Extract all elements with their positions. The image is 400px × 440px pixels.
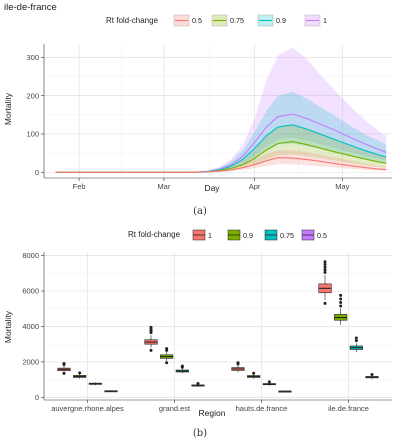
outlier-point xyxy=(78,371,82,375)
outlier-point xyxy=(354,336,358,340)
ci-band-1 xyxy=(55,47,387,173)
panel-b-legend: 1 0.9 0.75 0.5 xyxy=(192,229,327,241)
boxplot-ile.de.france-0.9 xyxy=(334,293,348,325)
panel-a-title: ile-de-france xyxy=(4,2,57,13)
outlier-point xyxy=(323,301,327,305)
panel-b-caption: (b) xyxy=(193,428,207,439)
outlier-point xyxy=(62,371,66,375)
outlier-point xyxy=(339,304,343,308)
outlier-point xyxy=(236,361,240,365)
boxplot-grand.est-0.5 xyxy=(191,382,205,387)
outlier-point xyxy=(149,348,153,352)
y-tick-label: 0 xyxy=(35,168,39,177)
legend-label-1: 1 xyxy=(323,16,327,25)
panel-b-axes: 0 2000 4000 6000 8000 auvergne.rhone.alpes gra… xyxy=(22,251,392,413)
panel-b-legend-title: Rt fold-change xyxy=(128,230,181,239)
panel-a-axes: 0 100 200 300 Feb Mar Apr May xyxy=(26,44,392,191)
panel-a-legend: 0.5 0.75 0.9 1 xyxy=(173,14,327,27)
panel-a-grid xyxy=(44,44,392,178)
boxplot-grand.est-0.9 xyxy=(160,347,174,365)
outlier-point xyxy=(267,380,271,384)
panel-a-x-label: Day xyxy=(204,183,220,193)
y-tick-label: 2000 xyxy=(22,357,39,366)
x-tick-label: Mar xyxy=(157,182,170,191)
outlier-point xyxy=(323,260,327,264)
x-tick-label: ile.de.france xyxy=(328,404,369,413)
outlier-point xyxy=(323,262,327,266)
panel-b: Rt fold-change 1 0.9 0.75 0.5 0 2000 4000 6000… xyxy=(3,229,392,439)
outlier-point xyxy=(180,364,184,368)
y-tick-label: 200 xyxy=(26,91,39,100)
boxplot-auvergne.rhone.alpes-1 xyxy=(57,362,71,375)
ci-band-0.75 xyxy=(55,124,387,173)
boxplot-grand.est-1 xyxy=(144,325,158,352)
outlier-point xyxy=(252,371,256,375)
outlier-point xyxy=(323,270,327,274)
outlier-point xyxy=(323,268,327,272)
outlier-point xyxy=(62,362,66,366)
y-tick-label: 0 xyxy=(35,393,39,402)
series-line-0.9 xyxy=(55,124,387,173)
ci-band-0.5 xyxy=(55,150,387,173)
panel-b-grid xyxy=(44,252,392,400)
panel-b-y-label: Mortality xyxy=(3,310,13,343)
legend-label-0.75: 0.75 xyxy=(230,16,244,25)
panel-a-caption: (a) xyxy=(193,206,207,217)
panel-a-bands xyxy=(55,47,387,173)
outlier-point xyxy=(339,297,343,301)
legend-label-0.75: 0.75 xyxy=(280,231,294,240)
series-line-0.5 xyxy=(55,157,387,173)
outlier-point xyxy=(339,293,343,297)
panel-a: ile-de-france Rt fold-change 0.5 0.75 0.9 1… xyxy=(3,2,392,217)
panel-b-boxes xyxy=(57,260,379,393)
boxplot-ile.de.france-1 xyxy=(318,260,332,305)
outlier-point xyxy=(196,382,200,386)
panel-a-y-label: Mortality xyxy=(3,92,13,125)
boxplot-auvergne.rhone.alpes-0.75 xyxy=(88,382,102,386)
panel-a-legend-title: Rt fold-change xyxy=(106,16,159,25)
x-tick-label: Feb xyxy=(73,182,86,191)
outlier-point xyxy=(354,339,358,343)
y-tick-label: 6000 xyxy=(22,287,39,296)
ci-band-0.9 xyxy=(55,91,387,173)
panel-b-x-label: Region xyxy=(199,408,226,418)
y-tick-label: 8000 xyxy=(22,251,39,260)
legend-label-0.5: 0.5 xyxy=(317,231,327,240)
outlier-point xyxy=(323,265,327,269)
boxplot-grand.est-0.75 xyxy=(175,364,189,374)
panel-a-plot-area xyxy=(44,44,392,178)
boxplot-hauts.de.france-1 xyxy=(231,361,245,373)
outlier-point xyxy=(370,372,374,376)
x-tick-label: Apr xyxy=(249,182,261,191)
y-tick-label: 100 xyxy=(26,130,39,139)
boxplot-hauts.de.france-0.9 xyxy=(247,371,261,379)
panel-a-lines xyxy=(55,113,387,173)
outlier-point xyxy=(165,347,169,351)
outlier-point xyxy=(339,301,343,305)
outlier-point xyxy=(165,361,169,365)
x-tick-label: May xyxy=(335,182,349,191)
x-tick-label: hauts.de.france xyxy=(236,404,288,413)
panel-b-plot-area xyxy=(44,252,392,400)
outlier-point xyxy=(149,325,153,329)
x-tick-label: auvergne.rhone.alpes xyxy=(51,404,124,413)
legend-label-0.9: 0.9 xyxy=(276,16,286,25)
x-tick-label: grand.est xyxy=(159,404,191,413)
boxplot-auvergne.rhone.alpes-0.5 xyxy=(104,390,118,393)
legend-label-1: 1 xyxy=(208,231,212,240)
boxplot-ile.de.france-0.5 xyxy=(365,372,379,380)
boxplot-hauts.de.france-0.75 xyxy=(262,380,276,386)
boxplot-hauts.de.france-0.5 xyxy=(278,390,292,393)
y-tick-label: 300 xyxy=(26,53,39,62)
boxplot-ile.de.france-0.75 xyxy=(349,336,363,353)
legend-label-0.5: 0.5 xyxy=(192,16,202,25)
y-tick-label: 4000 xyxy=(22,322,39,331)
boxplot-auvergne.rhone.alpes-0.9 xyxy=(73,371,87,379)
legend-label-0.9: 0.9 xyxy=(243,231,253,240)
